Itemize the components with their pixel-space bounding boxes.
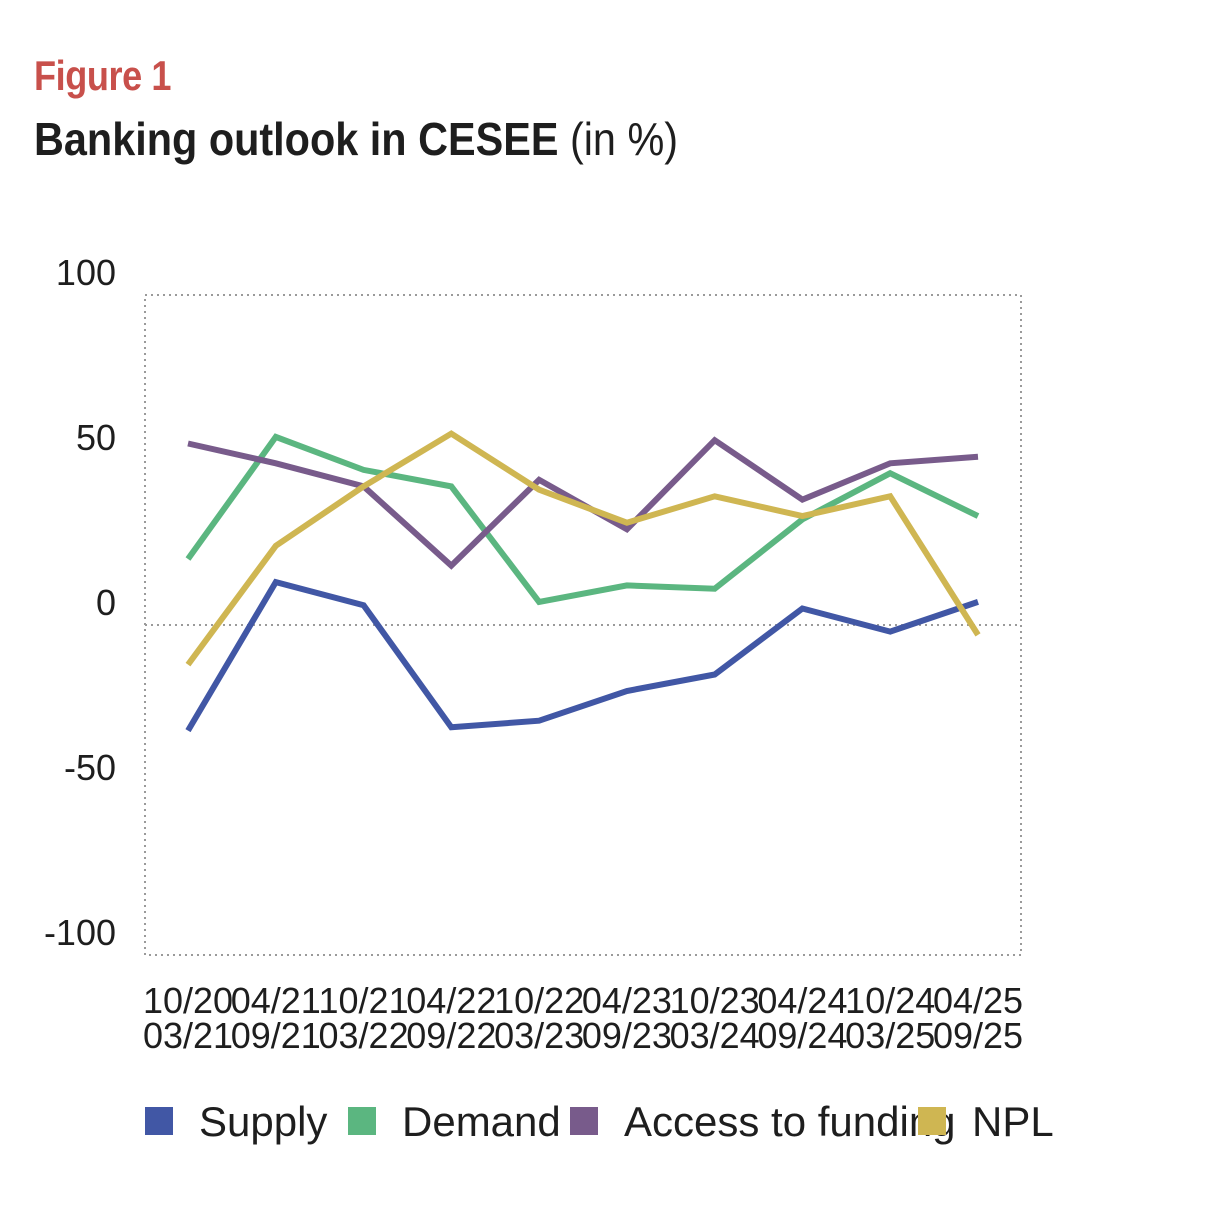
x-tick-label: 03/21 — [143, 1015, 233, 1056]
series-line-npl — [185, 430, 981, 667]
x-tick-label: 04/25 — [933, 980, 1023, 1021]
legend-label-supply: Supply — [199, 1098, 327, 1145]
x-tick-label: 09/22 — [406, 1015, 496, 1056]
legend-label-npl: NPL — [972, 1098, 1054, 1145]
x-axis-ticks: 10/2003/2104/2109/2110/2103/2204/2209/22… — [143, 980, 1023, 1056]
x-tick-label: 04/24 — [757, 980, 847, 1021]
y-tick-label: -50 — [64, 747, 116, 788]
x-tick-label: 03/24 — [670, 1015, 760, 1056]
x-tick-label: 10/23 — [670, 980, 760, 1021]
series-line-demand — [185, 433, 980, 606]
x-tick-label: 04/21 — [231, 980, 321, 1021]
x-tick-label: 09/25 — [933, 1015, 1023, 1056]
y-tick-label: 0 — [96, 582, 116, 623]
figure-label: Figure 1 — [34, 52, 172, 99]
x-tick-label: 03/23 — [494, 1015, 584, 1056]
chart-title: Banking outlook in CESEE (in %) — [34, 112, 678, 166]
x-tick-label: 10/22 — [494, 980, 584, 1021]
legend-label-demand: Demand — [402, 1098, 561, 1145]
x-tick-label: 10/24 — [845, 980, 935, 1021]
x-tick-label: 04/23 — [582, 980, 672, 1021]
x-tick-label: 10/21 — [319, 980, 409, 1021]
series-line-supply — [185, 578, 979, 733]
x-tick-label: 09/21 — [231, 1015, 321, 1056]
x-tick-label: 09/23 — [582, 1015, 672, 1056]
chart-title-unit: (in %) — [569, 113, 679, 165]
x-tick-label: 10/20 — [143, 980, 233, 1021]
legend-swatch-npl — [918, 1107, 946, 1135]
chart-title-main: Banking outlook in CESEE — [34, 113, 559, 165]
legend: Supply Demand Access to funding NPL — [145, 1098, 1054, 1145]
y-tick-label: 100 — [56, 252, 116, 293]
x-tick-label: 03/22 — [319, 1015, 409, 1056]
x-tick-label: 04/22 — [406, 980, 496, 1021]
legend-swatch-supply — [145, 1107, 173, 1135]
x-tick-label: 09/24 — [757, 1015, 847, 1056]
series-lines — [185, 430, 981, 733]
y-tick-label: -100 — [44, 912, 116, 953]
legend-swatch-access-to-funding — [570, 1107, 598, 1135]
legend-label-access-to-funding: Access to funding — [624, 1098, 956, 1145]
x-tick-label: 03/25 — [845, 1015, 935, 1056]
legend-swatch-demand — [348, 1107, 376, 1135]
y-tick-label: 50 — [76, 417, 116, 458]
y-axis-ticks: 100 50 0 -50 -100 — [44, 252, 116, 953]
